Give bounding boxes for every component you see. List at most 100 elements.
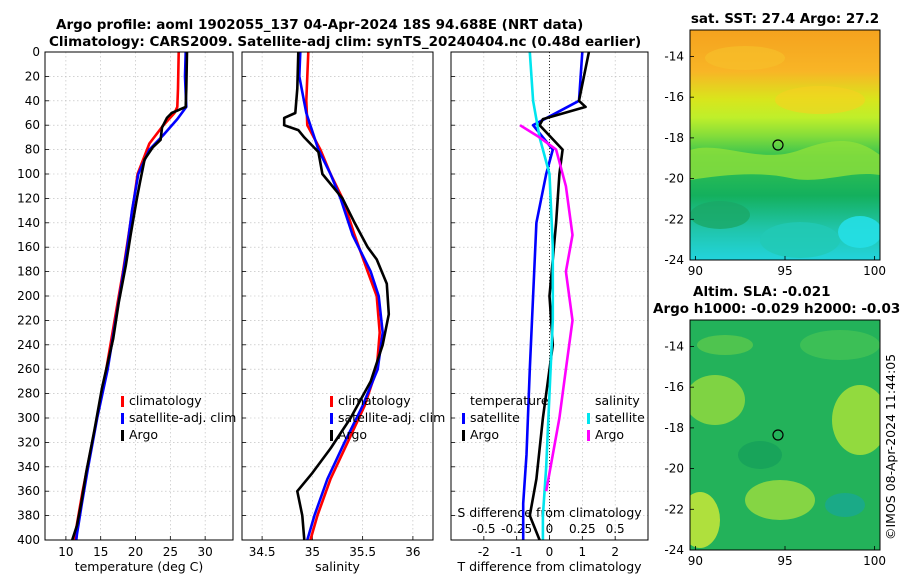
series-line-t-argo — [528, 51, 591, 541]
top-x-tick-label: 0.25 — [569, 522, 596, 536]
x-tick-label: 0 — [546, 545, 554, 559]
difference-panel: -2 -1 0 1 2 S difference from climatology -0.5… — [450, 51, 649, 574]
x-tick-label: 15 — [93, 545, 108, 559]
legend-swatch-climatology — [121, 396, 124, 407]
y-tick-label: 120 — [17, 191, 40, 205]
x-tick-label: 10 — [58, 545, 73, 559]
map-y-tick-label: -22 — [664, 212, 684, 226]
map-y-tick-label: -18 — [664, 131, 684, 145]
x-axis-label: T difference from climatology — [456, 559, 642, 574]
y-tick-label: 0 — [32, 45, 40, 59]
map-x-tick-label: 100 — [863, 554, 886, 568]
legend-label-argo: Argo — [338, 427, 367, 442]
x-tick-label: 25 — [163, 545, 178, 559]
x-tick-label: -2 — [478, 545, 490, 559]
legend-label-t-argo: Argo — [470, 427, 499, 442]
legend-swatch-t-argo — [462, 430, 465, 441]
sla-map-subtitle: Argo h1000: -0.029 h2000: -0.037 — [653, 301, 900, 317]
legend-heading-salinity: salinity — [595, 393, 640, 408]
sst-map-panel: sat. SST: 27.4 Argo: 27.2 90 95 100 -14 -16 -… — [664, 11, 886, 278]
x-tick-label: 36 — [405, 545, 420, 559]
salinity-panel: 34.5 35 35.5 36 salinity — [241, 51, 434, 574]
legend-label-argo: Argo — [129, 427, 158, 442]
series-line-s-argo — [519, 124, 574, 492]
legend-label-climatology: climatology — [338, 393, 411, 408]
legend-salinity: climatology satellite-adj. clim Argo — [330, 393, 445, 442]
map-y-tick-label: -14 — [664, 339, 684, 353]
x-tick-label: 30 — [198, 545, 213, 559]
y-tick-label: 340 — [17, 460, 40, 474]
sla-heatmap — [690, 320, 880, 550]
top-x-tick-label: -0.5 — [472, 522, 495, 536]
legend-difference: temperature satellite Argo salinity sate… — [462, 393, 645, 442]
y-tick-label: 320 — [17, 435, 40, 449]
x-tick-label: 35.5 — [349, 545, 376, 559]
x-tick-label: -1 — [511, 545, 523, 559]
sla-argo-marker — [772, 429, 784, 441]
imos-credit: ©IMOS 08-Apr-2024 11:44:05 — [883, 354, 898, 540]
map-y-tick-label: -24 — [664, 543, 684, 557]
y-tick-label: 60 — [25, 118, 40, 132]
y-tick-label: 40 — [25, 94, 40, 108]
legend-label-t-satellite: satellite — [470, 410, 520, 425]
legend-label-satellite: satellite-adj. clim — [129, 410, 236, 425]
x-tick-label: 34.5 — [249, 545, 276, 559]
legend-label-s-argo: Argo — [595, 427, 624, 442]
legend-swatch-s-argo — [587, 430, 590, 441]
sst-map-axes: 90 95 100 -14 -16 -18 -20 -22 -24 — [664, 49, 886, 278]
sla-map-title: Altim. SLA: -0.021 — [693, 284, 830, 300]
legend-label-climatology: climatology — [129, 393, 202, 408]
y-tick-label: 200 — [17, 289, 40, 303]
y-tick-label: 20 — [25, 69, 40, 83]
map-y-tick-label: -20 — [664, 462, 684, 476]
map-y-tick-label: -24 — [664, 253, 684, 267]
top-x-tick-label: 0 — [546, 522, 554, 536]
title-line-2: Climatology: CARS2009. Satellite-adj cli… — [49, 34, 641, 50]
series-line-argo — [282, 51, 391, 541]
sst-map-title: sat. SST: 27.4 Argo: 27.2 — [691, 11, 879, 27]
map-x-tick-label: 90 — [688, 554, 703, 568]
title-line-1: Argo profile: aoml 1902055_137 04-Apr-20… — [56, 17, 583, 33]
sla-map-axes: 90 95 100 -14 -16 -18 -20 -22 -24 — [664, 339, 886, 568]
legend-swatch-satellite — [121, 413, 124, 424]
legend-swatch-climatology — [330, 396, 333, 407]
y-tick-label: 400 — [17, 533, 40, 547]
sst-heatmap — [690, 30, 880, 260]
legend-swatch-satellite — [330, 413, 333, 424]
x-tick-label: 20 — [128, 545, 143, 559]
top-x-tick-label: -0.25 — [501, 522, 532, 536]
map-y-tick-label: -14 — [664, 49, 684, 63]
y-tick-label: 260 — [17, 362, 40, 376]
series-line-s-satellite — [528, 51, 555, 540]
top-axis-label: S difference from climatology — [457, 505, 642, 520]
y-tick-label: 80 — [25, 143, 40, 157]
legend-label-satellite: satellite-adj. clim — [338, 410, 445, 425]
figure-title: Argo profile: aoml 1902055_137 04-Apr-20… — [49, 17, 641, 50]
map-x-tick-label: 95 — [777, 554, 792, 568]
y-tick-label: 380 — [17, 509, 40, 523]
y-tick-label: 180 — [17, 265, 40, 279]
legend-swatch-s-satellite — [587, 413, 590, 424]
map-x-tick-label: 95 — [777, 264, 792, 278]
x-tick-label: 1 — [579, 545, 587, 559]
map-x-tick-label: 100 — [863, 264, 886, 278]
legend-swatch-t-satellite — [462, 413, 465, 424]
map-y-tick-label: -16 — [664, 90, 684, 104]
y-tick-label: 140 — [17, 216, 40, 230]
y-tick-label: 220 — [17, 313, 40, 327]
map-y-tick-label: -20 — [664, 172, 684, 186]
series-line-argo — [70, 51, 189, 541]
map-x-tick-label: 90 — [688, 264, 703, 278]
map-y-tick-label: -18 — [664, 421, 684, 435]
series-line-satellite-adj-clim — [297, 51, 385, 541]
sla-map-panel: Altim. SLA: -0.021 Argo h1000: -0.029 h2… — [653, 284, 900, 568]
y-tick-label: 240 — [17, 338, 40, 352]
top-x-tick-label: 0.5 — [606, 522, 625, 536]
legend-temperature: climatology satellite-adj. clim Argo — [121, 393, 236, 442]
y-tick-label: 100 — [17, 167, 40, 181]
legend-label-s-satellite: satellite — [595, 410, 645, 425]
temperature-panel: 0 20 40 60 80 100 120 140 160 180 200 220 240 260 280 3… — [17, 45, 234, 574]
map-y-tick-label: -22 — [664, 502, 684, 516]
y-tick-label: 280 — [17, 387, 40, 401]
